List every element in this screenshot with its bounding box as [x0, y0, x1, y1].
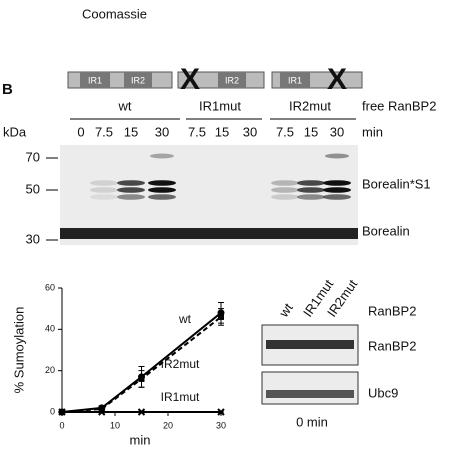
- group-label: wt: [118, 98, 132, 113]
- series-label: IR1mut: [161, 390, 200, 404]
- series-label: wt: [178, 312, 192, 326]
- point: [138, 375, 145, 382]
- point: [137, 408, 146, 416]
- band: [297, 187, 325, 193]
- band-label: Borealin: [362, 223, 410, 238]
- y-tick-label: 0: [50, 406, 55, 416]
- stain-label: Coomassie: [82, 6, 147, 21]
- band: [266, 390, 354, 398]
- y-axis-label: % Sumoylation: [11, 307, 26, 394]
- y-tick-label: 20: [45, 365, 55, 375]
- time-label: 15: [124, 124, 138, 139]
- point: [98, 408, 106, 416]
- domain-box: [80, 72, 110, 88]
- caption: 0 min: [296, 414, 328, 429]
- time-label: 15: [215, 124, 229, 139]
- marker-label: 30: [26, 231, 40, 246]
- band: [323, 187, 351, 193]
- time-label: 7.5: [95, 124, 113, 139]
- y-tick-label: 40: [45, 324, 55, 334]
- marker-label: 50: [26, 181, 40, 196]
- band: [90, 187, 118, 193]
- condition-label: free RanBP2: [362, 98, 436, 113]
- lane-label: wt: [275, 300, 296, 320]
- time-label: 30: [243, 124, 257, 139]
- mutation-cross: X: [180, 63, 200, 96]
- band: [271, 194, 299, 200]
- time-unit: min: [362, 124, 383, 139]
- band: [271, 180, 299, 186]
- band: [297, 180, 325, 186]
- time-label: 30: [330, 124, 344, 139]
- group-label: IR1mut: [199, 98, 241, 113]
- domain-label: IR2: [225, 75, 239, 85]
- line: [61, 316, 222, 413]
- band-label: Borealin*S1: [362, 176, 431, 191]
- domain-box: [280, 72, 310, 88]
- kda-label: kDa: [3, 124, 27, 139]
- series-label: IR2mut: [161, 357, 200, 371]
- band: [325, 153, 349, 159]
- x-axis-label: min: [130, 432, 151, 447]
- group-label: IR2mut: [289, 98, 331, 113]
- domain-label: IR2: [131, 75, 145, 85]
- marker-label: 70: [26, 149, 40, 164]
- band: [148, 187, 176, 193]
- x-tick-label: 20: [163, 420, 173, 430]
- time-label: 15: [304, 124, 318, 139]
- inset-blot: [261, 371, 359, 405]
- band: [117, 187, 145, 193]
- domain-box: [218, 72, 246, 88]
- y-tick-label: 60: [45, 282, 55, 292]
- band: [297, 194, 325, 200]
- band: [271, 187, 299, 193]
- x-tick-label: 30: [216, 420, 226, 430]
- point: [217, 408, 225, 416]
- domain-label: IR1: [288, 75, 302, 85]
- time-label: 30: [155, 124, 169, 139]
- condition-label: RanBP2: [368, 303, 416, 318]
- band: [60, 228, 358, 239]
- time-label: 7.5: [276, 124, 294, 139]
- band: [323, 194, 351, 200]
- point: [98, 405, 105, 412]
- band: [150, 153, 174, 159]
- band: [266, 340, 354, 349]
- time-label: 0: [77, 124, 84, 139]
- row-label: RanBP2: [368, 338, 416, 353]
- x-tick-label: 0: [59, 420, 64, 430]
- band: [323, 180, 351, 186]
- panel-label: B: [2, 81, 13, 98]
- band: [90, 180, 118, 186]
- point: [218, 313, 224, 320]
- x-tick-label: 10: [110, 420, 120, 430]
- band: [117, 194, 145, 200]
- mutation-cross: X: [327, 63, 347, 96]
- row-label: Ubc9: [368, 385, 398, 400]
- point: [58, 408, 66, 416]
- domain-label: IR1: [88, 75, 102, 85]
- band: [117, 180, 145, 186]
- band: [148, 194, 176, 200]
- domain-box: [124, 72, 152, 88]
- band: [90, 194, 118, 200]
- time-label: 7.5: [188, 124, 206, 139]
- band: [148, 180, 176, 186]
